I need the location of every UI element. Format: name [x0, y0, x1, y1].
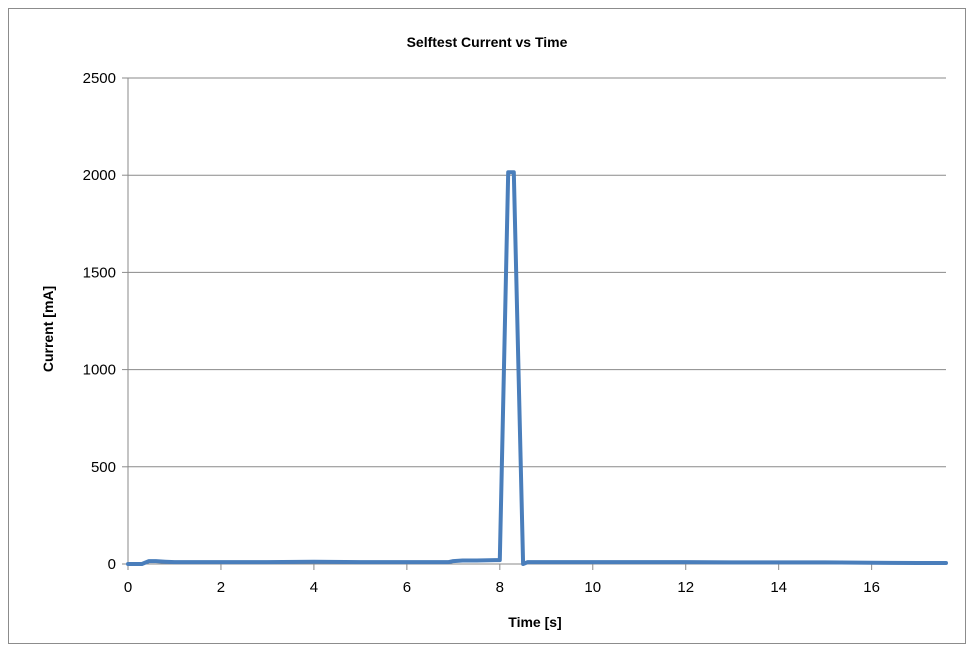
y-tick-label: 2000	[83, 167, 116, 184]
y-tick-label: 500	[91, 459, 116, 476]
y-axis-title: Current [mA]	[40, 286, 56, 372]
y-tick-label: 1000	[83, 362, 116, 379]
y-tick-label: 2500	[83, 70, 116, 87]
line-chart: Selftest Current vs Time 050010001500200…	[40, 34, 948, 630]
axes	[122, 77, 946, 570]
x-tick-label: 6	[403, 579, 411, 596]
series-layer	[126, 170, 948, 566]
x-tick-label: 0	[124, 579, 132, 596]
y-tick-label: 1500	[83, 264, 116, 281]
tick-labels: 0 500 1000 1500 2000 2500 0 2 4 6 8 10 12 14 16	[83, 70, 880, 596]
x-axis-title: Time [s]	[508, 614, 561, 630]
x-tick-label: 10	[584, 579, 601, 596]
y-tick-label: 0	[108, 556, 116, 573]
chart-title: Selftest Current vs Time	[407, 34, 568, 50]
x-tick-label: 12	[677, 579, 694, 596]
x-tick-label: 2	[217, 579, 225, 596]
x-tick-label: 16	[863, 579, 880, 596]
x-tick-label: 14	[770, 579, 787, 596]
gridlines	[128, 77, 946, 468]
current-series-line	[126, 170, 948, 566]
x-tick-label: 4	[310, 579, 318, 596]
x-tick-label: 8	[496, 579, 504, 596]
chart-frame: Selftest Current vs Time 0 500 1000 1500 200…	[8, 8, 966, 644]
